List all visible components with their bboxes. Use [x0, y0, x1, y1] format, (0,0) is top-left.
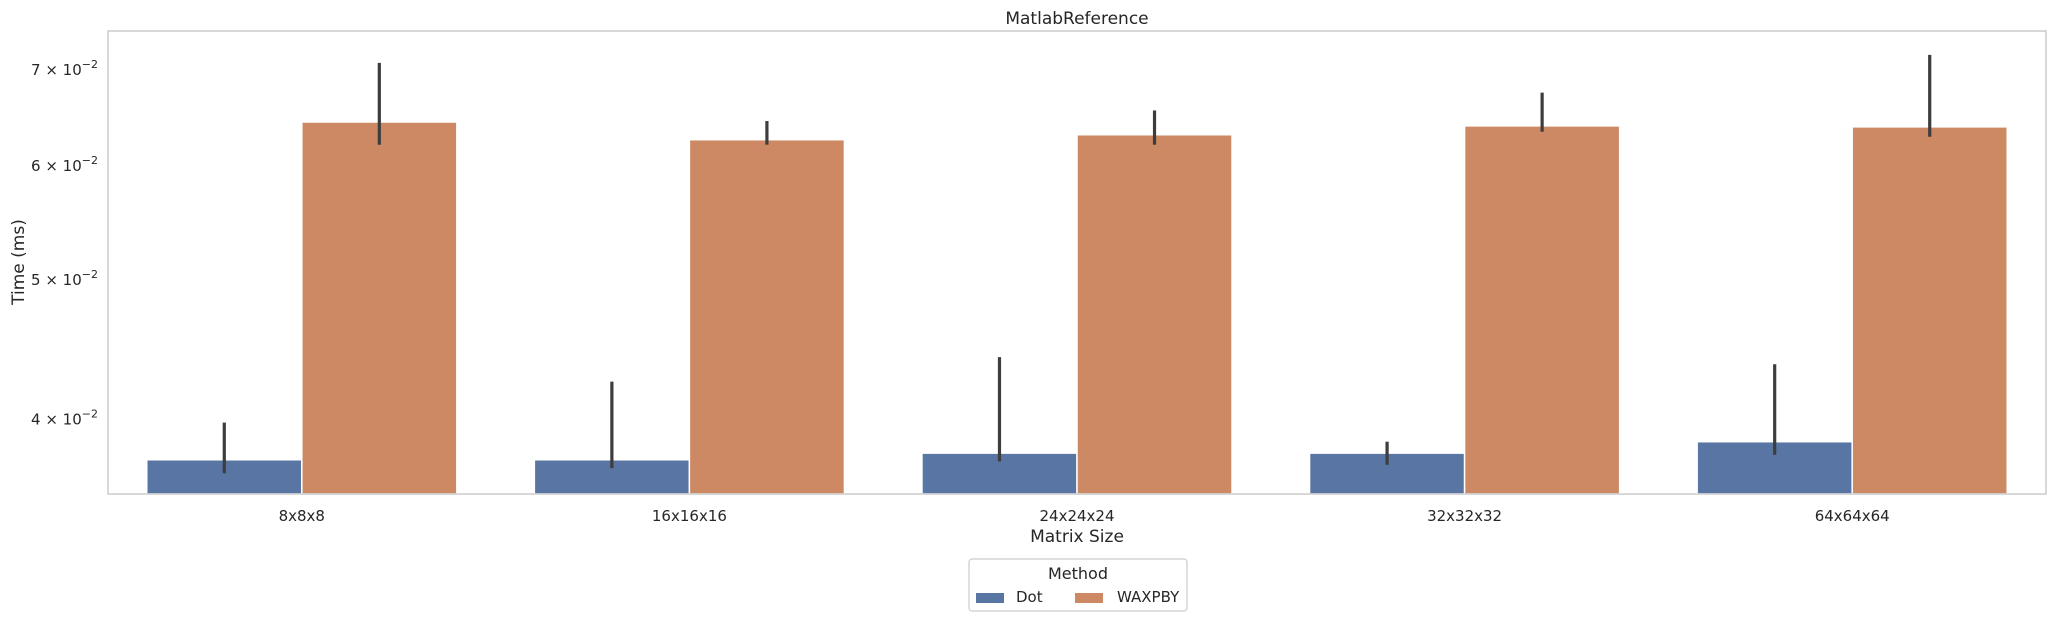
legend-frame — [968, 558, 1188, 612]
legend-swatch-dot — [976, 593, 1004, 603]
x-axis-ticks: 8x8x8 16x16x16 24x24x24 32x32x32 64x64x64 — [279, 507, 1890, 525]
bar-waxpby-24x24x24 — [1076, 133, 1233, 495]
bar-waxpby-8x8x8 — [301, 121, 458, 495]
plot-area-frame — [107, 30, 2047, 495]
y-tick-label: 7 × 10−2 — [31, 58, 98, 79]
legend: Method Dot WAXPBY — [968, 558, 1188, 612]
x-axis-title: Matrix Size — [1030, 527, 1124, 547]
y-tick-label: 4 × 10−2 — [31, 407, 98, 428]
y-tick-label: 5 × 10−2 — [31, 268, 98, 289]
legend-title: Method — [1048, 564, 1108, 583]
chart-title: MatlabReference — [1005, 9, 1148, 29]
bar-waxpby-16x16x16 — [688, 138, 846, 495]
y-axis-title: Time (ms) — [9, 219, 29, 306]
x-tick-label-24x24x24: 24x24x24 — [1039, 507, 1114, 525]
x-tick-label-64x64x64: 64x64x64 — [1815, 507, 1890, 525]
bar-waxpby-32x32x32 — [1463, 125, 1621, 495]
bar-waxpby-64x64x64 — [1851, 126, 2008, 495]
x-tick-label-8x8x8: 8x8x8 — [279, 507, 325, 525]
legend-label-waxpby: WAXPBY — [1117, 588, 1180, 606]
x-tick-label-16x16x16: 16x16x16 — [652, 507, 727, 525]
legend-swatch-waxpby — [1075, 593, 1103, 603]
error-bars-layer — [222, 54, 1932, 474]
y-axis-ticks: 4 × 10−2 5 × 10−2 6 × 10−2 7 × 10−2 — [31, 58, 98, 429]
legend-label-dot: Dot — [1016, 588, 1043, 606]
y-tick-label: 6 × 10−2 — [31, 154, 98, 175]
x-tick-label-32x32x32: 32x32x32 — [1427, 507, 1502, 525]
